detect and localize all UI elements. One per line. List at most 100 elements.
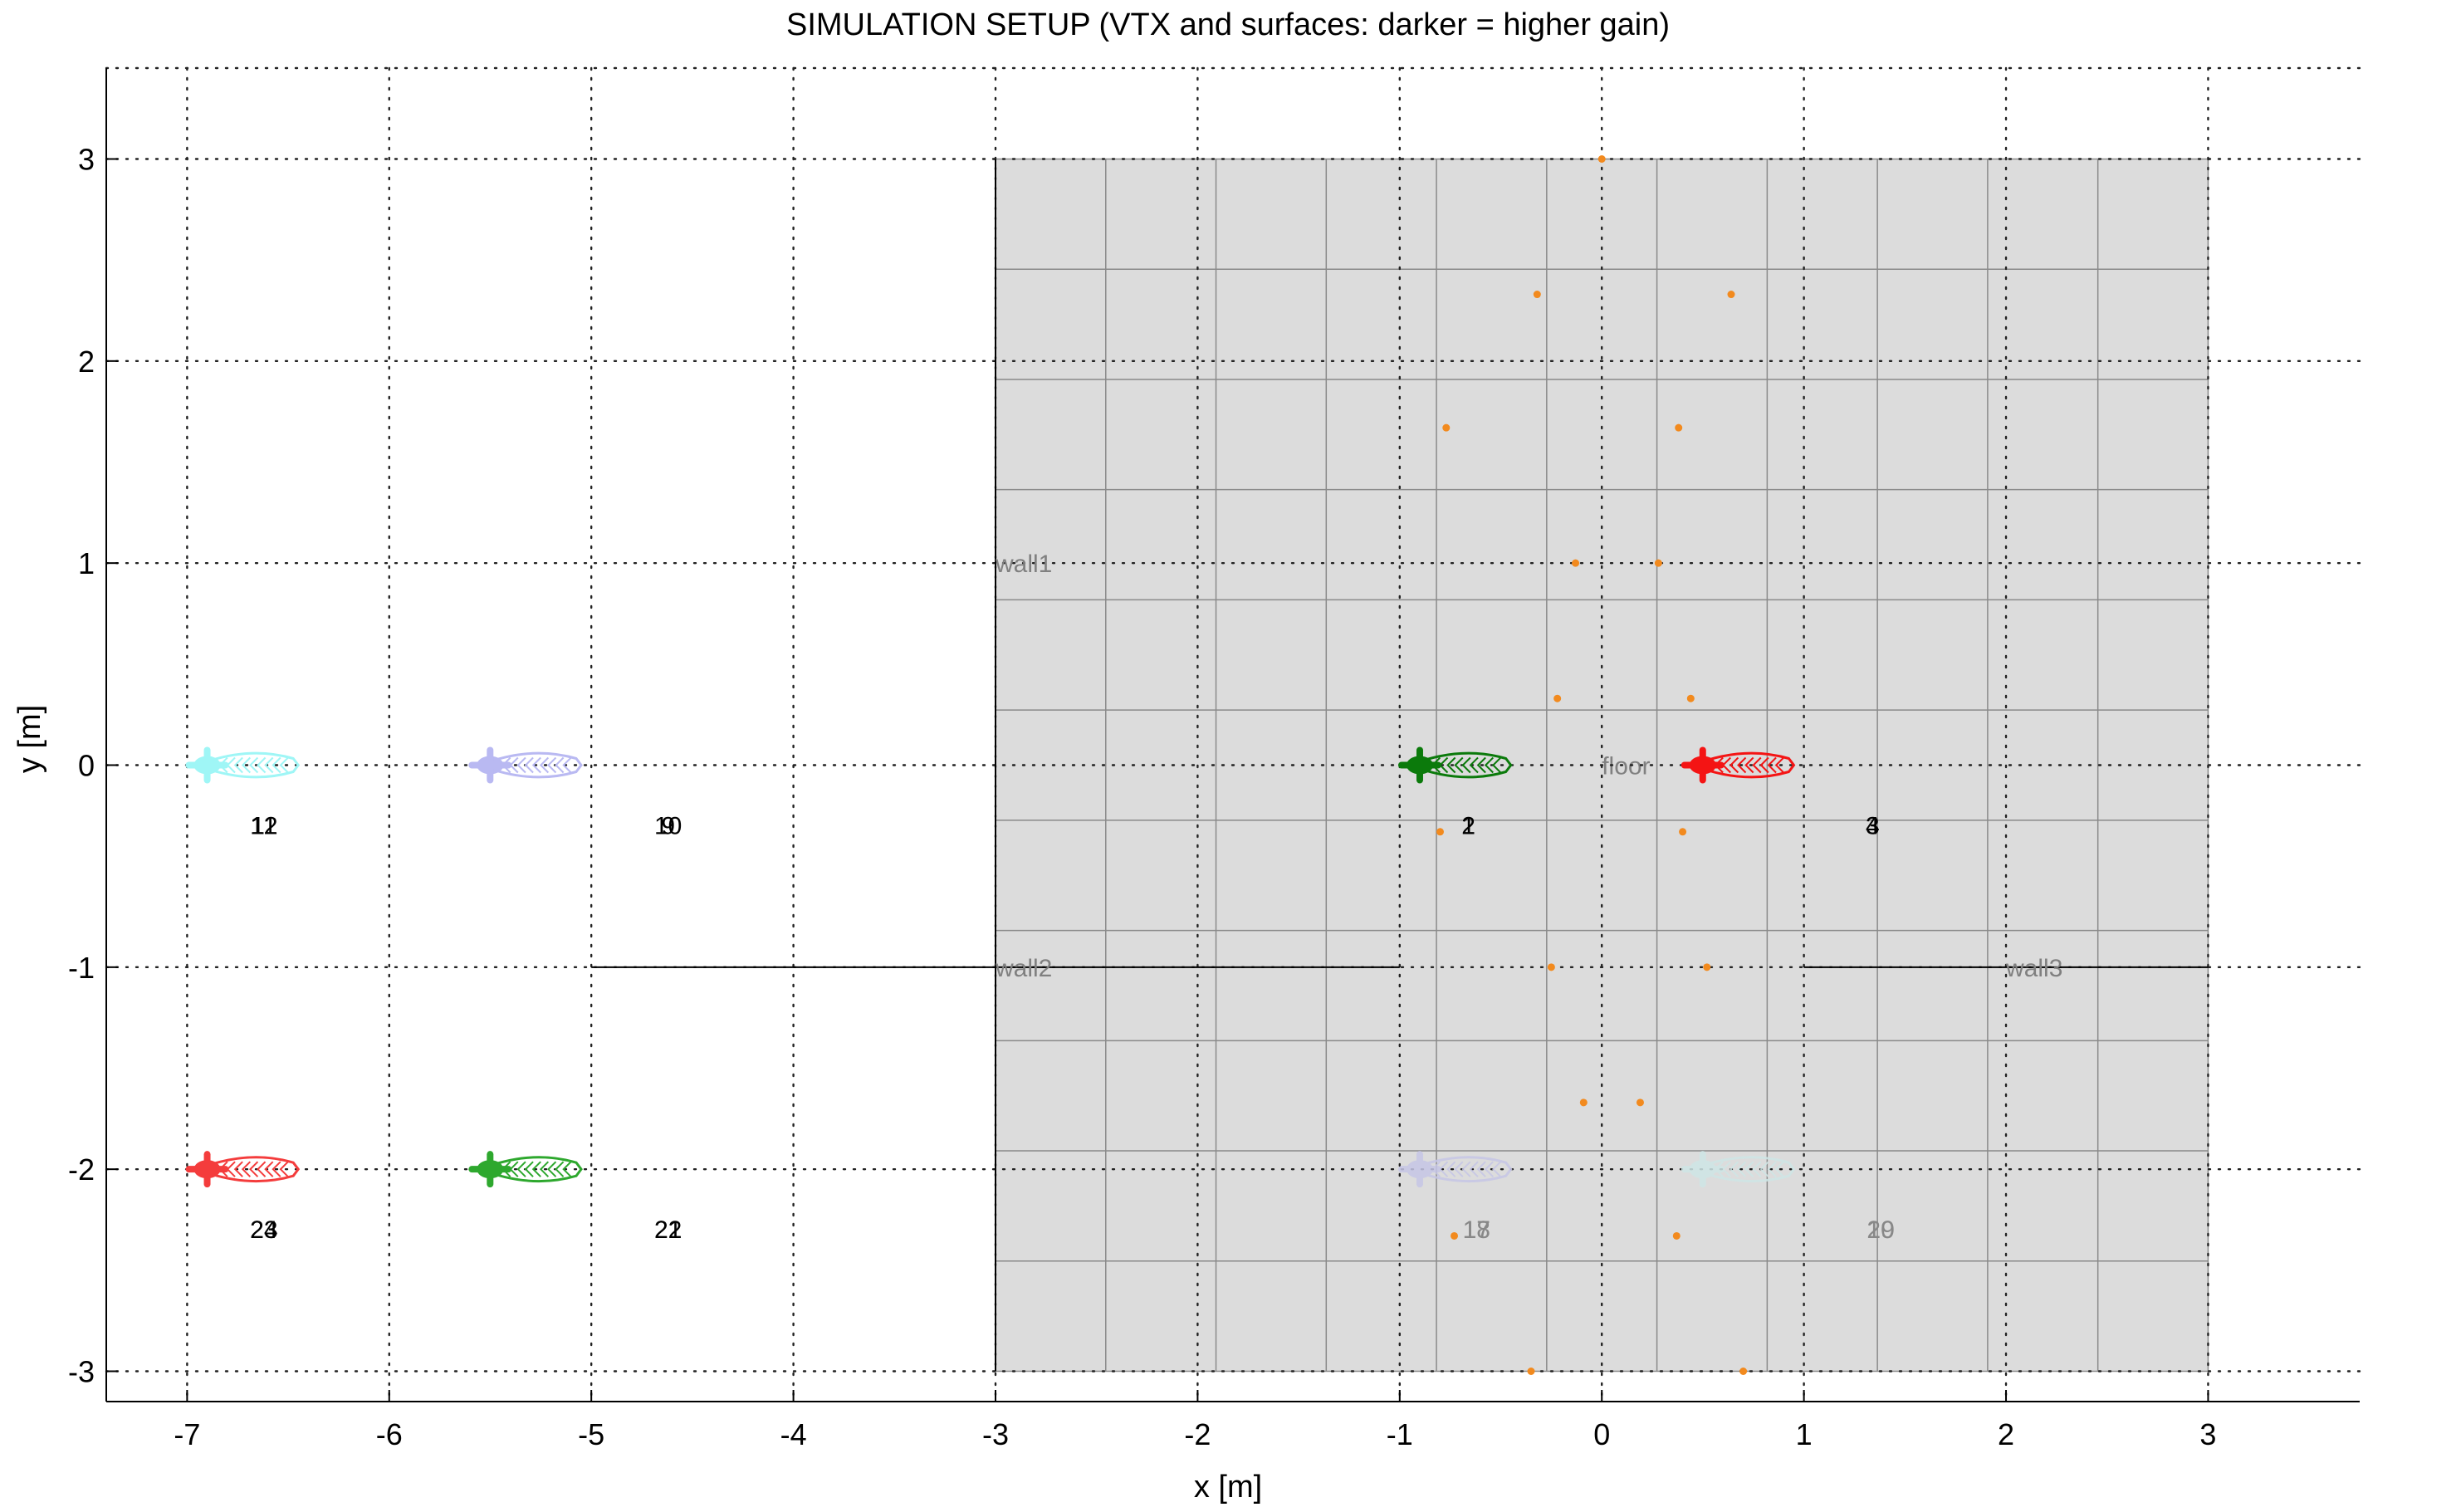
source-hatch bbox=[233, 756, 243, 774]
source-hatch bbox=[1729, 1161, 1739, 1177]
source-hatch bbox=[233, 1161, 243, 1177]
source-id-label: 11 bbox=[251, 813, 276, 840]
source-id-label: 1 bbox=[1461, 813, 1475, 840]
source-hatch bbox=[279, 756, 289, 774]
source-hatch bbox=[1767, 756, 1777, 774]
floor-label: floor bbox=[1602, 753, 1650, 780]
source-id-label: 23 bbox=[250, 1216, 277, 1244]
vertex-point bbox=[1442, 423, 1451, 432]
source-hatch bbox=[547, 756, 557, 774]
source-hatch bbox=[524, 756, 534, 774]
source-hatch bbox=[272, 756, 281, 774]
source-hatch bbox=[516, 756, 526, 774]
source-glyph bbox=[1681, 746, 1796, 784]
source-hatch bbox=[1744, 1161, 1754, 1177]
x-tick-label: 0 bbox=[1593, 1417, 1610, 1451]
y-tick-label: 0 bbox=[78, 749, 95, 783]
source-id-label: 10 bbox=[654, 813, 682, 840]
source-hatch bbox=[531, 756, 541, 774]
source-hatch bbox=[1476, 1161, 1486, 1177]
x-tick-label: 2 bbox=[1998, 1417, 2014, 1451]
source-hatch bbox=[555, 756, 565, 774]
x-tick-label: -4 bbox=[780, 1417, 807, 1451]
source-hatch bbox=[1469, 756, 1479, 774]
source-hatch bbox=[531, 1161, 541, 1177]
source-hatch bbox=[249, 756, 259, 774]
source-hatch bbox=[547, 1161, 557, 1177]
source-hatch bbox=[524, 1161, 534, 1177]
source-hatch bbox=[1469, 1161, 1479, 1177]
source-hatch bbox=[562, 756, 572, 774]
y-tick-label: -2 bbox=[68, 1152, 95, 1187]
source-hatch bbox=[1484, 1161, 1494, 1177]
source-glyph bbox=[185, 746, 301, 784]
chart-title: SIMULATION SETUP (VTX and surfaces: dark… bbox=[786, 7, 1670, 42]
source-hatch bbox=[1737, 756, 1747, 774]
source-hatch bbox=[1737, 1161, 1747, 1177]
source-outline bbox=[1689, 1156, 1796, 1183]
source-hatch bbox=[1752, 756, 1762, 774]
source-hatch bbox=[1446, 1161, 1456, 1177]
x-tick-label: 1 bbox=[1796, 1417, 1813, 1451]
y-tick-label: 1 bbox=[78, 546, 95, 580]
source-hatch bbox=[1491, 1161, 1502, 1177]
source-hatch bbox=[516, 1161, 526, 1177]
source-hatch bbox=[1759, 756, 1769, 774]
y-tick-label: 2 bbox=[78, 345, 95, 379]
source-outline bbox=[477, 751, 583, 779]
source-id-label: 3 bbox=[1866, 813, 1880, 840]
source-glyph bbox=[1681, 1151, 1796, 1188]
wall-label: wall3 bbox=[2005, 955, 2062, 982]
source-id-label: 4 bbox=[1866, 813, 1880, 840]
y-axis-label: y [m] bbox=[12, 705, 47, 773]
source-hatch bbox=[1461, 1161, 1471, 1177]
vertex-point bbox=[1727, 291, 1735, 299]
source-hatch bbox=[257, 1161, 267, 1177]
vertex-point bbox=[1547, 963, 1555, 971]
vertex-point bbox=[1679, 828, 1687, 836]
source-id-label: 9 bbox=[661, 813, 675, 840]
source-hatch bbox=[1729, 756, 1739, 774]
source-hatch bbox=[272, 1161, 281, 1177]
source-hatch bbox=[249, 1161, 259, 1177]
source-id-label: 2 bbox=[1461, 813, 1475, 840]
source-id-label: 19 bbox=[1866, 1216, 1894, 1244]
source-outline bbox=[1406, 751, 1513, 779]
source-hatch bbox=[1446, 756, 1456, 774]
source-id-label: 17 bbox=[1463, 1216, 1490, 1244]
source-hatch bbox=[539, 756, 550, 774]
source-hatch bbox=[1461, 756, 1471, 774]
vertex-point bbox=[1436, 828, 1444, 836]
vertex-point bbox=[1654, 559, 1662, 567]
source-hatch bbox=[1752, 1161, 1762, 1177]
x-tick-label: -5 bbox=[578, 1417, 604, 1451]
vertex-point bbox=[1672, 1231, 1681, 1240]
source-outline bbox=[1406, 1156, 1513, 1183]
source-outline bbox=[1689, 751, 1796, 779]
source-id-label: 22 bbox=[654, 1216, 682, 1244]
vertex-point bbox=[1703, 963, 1711, 971]
x-tick-label: -7 bbox=[174, 1417, 200, 1451]
vertex-point bbox=[1572, 559, 1580, 567]
vertex-point bbox=[1527, 1368, 1535, 1375]
x-tick-label: -1 bbox=[1387, 1417, 1413, 1451]
source-glyph bbox=[1397, 746, 1513, 784]
vertex-point bbox=[1579, 1099, 1588, 1107]
source-glyph bbox=[185, 1151, 301, 1188]
source-hatch bbox=[264, 756, 274, 774]
source-id-label: 21 bbox=[654, 1216, 682, 1244]
source-hatch bbox=[279, 1161, 289, 1177]
source-hatch bbox=[1759, 1161, 1769, 1177]
vertex-point bbox=[1686, 694, 1695, 702]
source-hatch bbox=[1774, 756, 1784, 774]
x-tick-label: -6 bbox=[376, 1417, 403, 1451]
source-hatch bbox=[257, 756, 267, 774]
source-hatch bbox=[1744, 756, 1754, 774]
source-hatch bbox=[1484, 756, 1494, 774]
source-hatch bbox=[264, 1161, 274, 1177]
vertex-point bbox=[1553, 694, 1562, 702]
x-axis-label: x [m] bbox=[1194, 1470, 1262, 1505]
source-hatch bbox=[1491, 756, 1502, 774]
vertex-point bbox=[1451, 1231, 1459, 1240]
y-tick-label: 3 bbox=[78, 143, 95, 177]
